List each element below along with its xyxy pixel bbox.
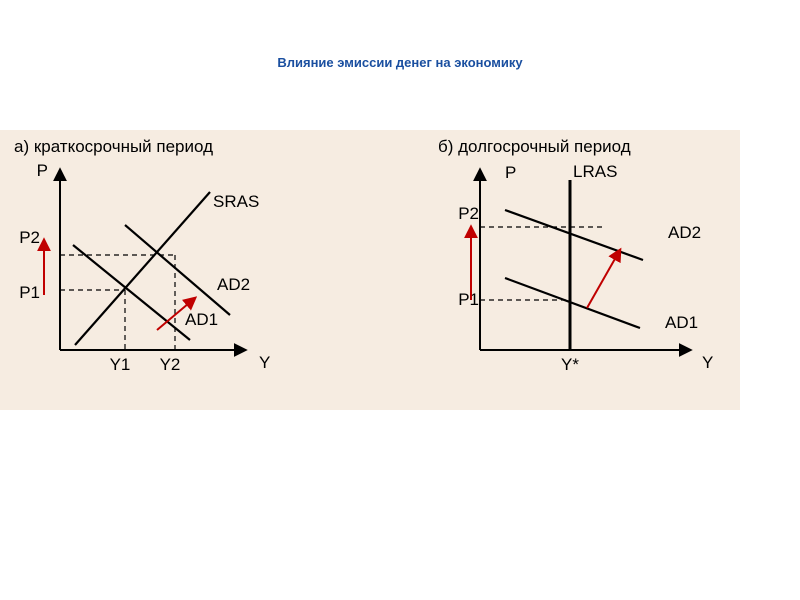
left-caption: а) краткосрочный период [14,137,213,156]
right-caption: б) долгосрочный период [438,137,631,156]
ad1-label: AD1 [185,310,218,329]
y-axis-label: P [37,161,48,180]
long-run-chart: б) долгосрочный период P Y LRAS Y* AD1 AD2 P1 P2 [420,130,740,390]
ad2-label: AD2 [217,275,250,294]
ad2-line [505,210,643,260]
p2-label: P2 [458,204,479,223]
ystar-label: Y* [561,355,579,374]
lras-label: LRAS [573,162,617,181]
x-axis-label: Y [702,353,713,372]
ad-shift-arrow [587,250,620,308]
y2-label: Y2 [160,355,181,374]
short-run-chart: а) краткосрочный период P Y SRAS AD1 AD2 P1 P2 Y… [0,130,320,390]
p2-label: P2 [19,228,40,247]
chart-panel: а) краткосрочный период P Y SRAS AD1 AD2 P1 P2 Y… [0,130,740,410]
page-title: Влияние эмиссии денег на экономику [0,0,800,80]
sras-label: SRAS [213,192,259,211]
ad1-label: AD1 [665,313,698,332]
ad2-label: AD2 [668,223,701,242]
p1-label: P1 [19,283,40,302]
y1-label: Y1 [110,355,131,374]
y-axis-label: P [505,163,516,182]
x-axis-label: Y [259,353,270,372]
p1-label: P1 [458,290,479,309]
ad1-line [505,278,640,328]
